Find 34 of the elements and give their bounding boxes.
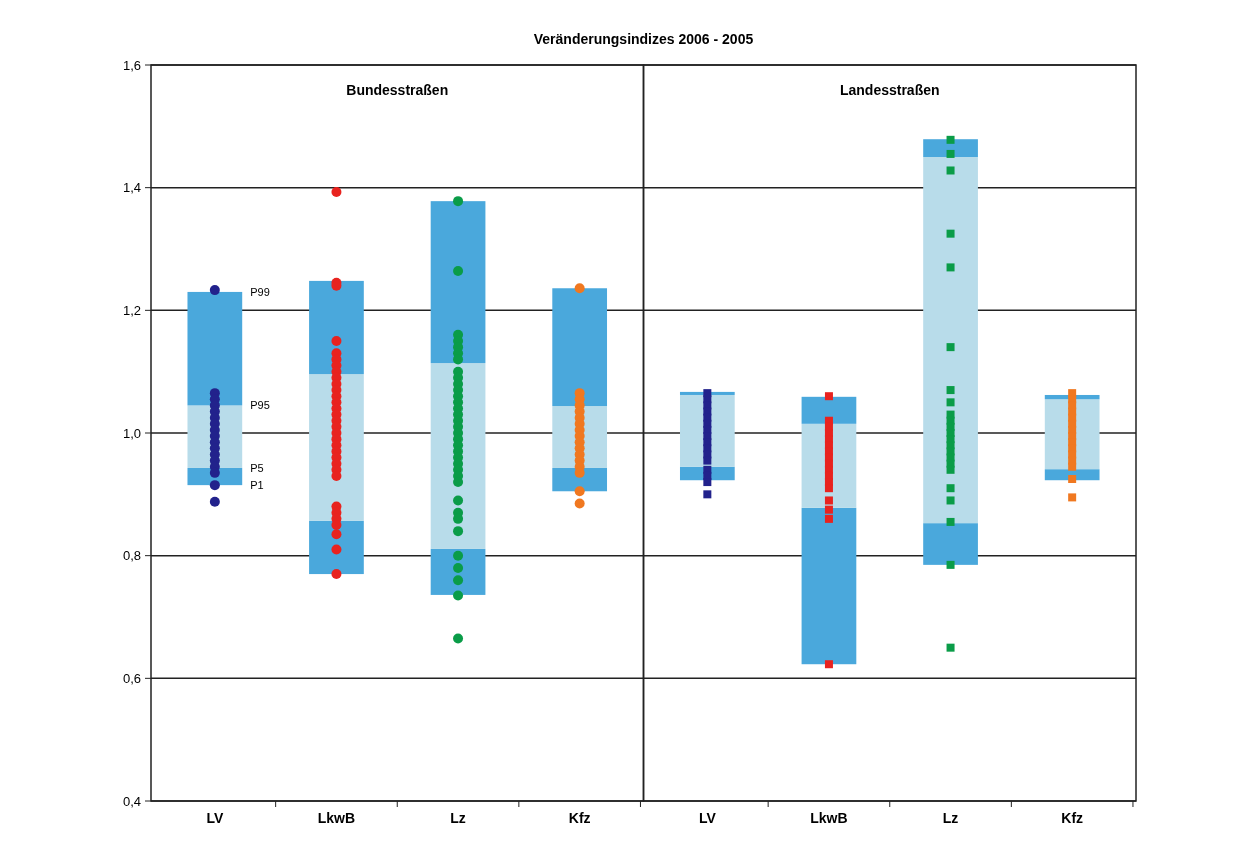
bar	[552, 288, 608, 407]
x-tick-label: LV	[698, 810, 717, 826]
y-tick-label: 0,6	[122, 670, 141, 686]
y-tick-label: 1,0	[122, 425, 141, 441]
x-tick-label: LV	[206, 810, 224, 826]
bar	[923, 157, 978, 524]
chart-title: Veränderungsindizes 2006 - 2005	[533, 31, 754, 47]
bar	[552, 467, 608, 492]
bar	[923, 139, 978, 157]
annotation: P1	[250, 478, 264, 491]
bar	[309, 280, 364, 375]
bar	[801, 396, 857, 424]
x-tick-label: LkwB	[317, 810, 356, 826]
y-tick-label: 1,6	[122, 57, 141, 73]
bar	[187, 291, 243, 406]
bar	[309, 520, 364, 575]
annotation: P5	[250, 461, 264, 474]
text: Landesstraßen	[839, 82, 940, 98]
x-tick-label: Kfz	[568, 810, 591, 826]
bar	[801, 507, 857, 665]
x-tick-label: Lz	[942, 810, 959, 826]
bar	[430, 201, 486, 364]
y-tick-label: 0,8	[122, 548, 141, 564]
x-tick-label: LkwB	[810, 810, 848, 826]
y-tick-label: 0,4	[122, 793, 141, 809]
bar	[923, 523, 978, 565]
annotation: P99	[250, 285, 270, 298]
text: Bundesstraßen	[346, 82, 449, 98]
y-tick-label: 1,4	[122, 180, 141, 196]
annotation: P95	[250, 399, 270, 412]
bar	[1044, 469, 1100, 481]
y-tick-label: 1,2	[122, 302, 141, 318]
x-tick-label: Lz	[450, 810, 466, 826]
x-tick-label: Kfz	[1061, 810, 1084, 826]
